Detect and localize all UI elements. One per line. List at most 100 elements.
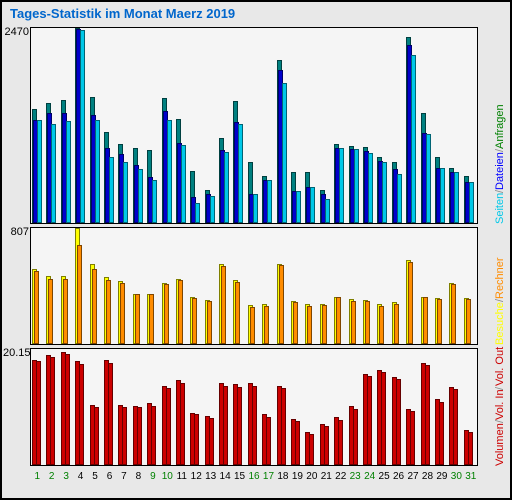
bar-seiten: [382, 162, 387, 223]
bar-volumen: [36, 361, 41, 465]
legend-mid: Besuche/Rechner: [493, 227, 507, 345]
xlabel-9: 9: [146, 471, 160, 482]
bar-volumen: [223, 386, 228, 465]
panel-mid: 807: [30, 227, 478, 345]
xlabel-21: 21: [319, 471, 333, 482]
stats-chart: Tages-Statistik im Monat Maerz 2019 2470…: [0, 0, 512, 500]
bar-seiten: [195, 203, 200, 223]
panel-top: 2470: [30, 27, 478, 224]
bar-rechner: [264, 306, 269, 344]
bar-rechner: [423, 297, 428, 344]
bar-rechner: [192, 298, 197, 344]
bar-seiten: [66, 121, 71, 223]
bar-seiten: [310, 187, 315, 223]
xlabel-16: 16: [247, 471, 261, 482]
bar-volumen: [50, 357, 55, 465]
bar-volumen: [396, 379, 401, 465]
bar-rechner: [322, 305, 327, 344]
bar-rechner: [250, 307, 255, 344]
bar-volumen: [79, 364, 84, 465]
bar-seiten: [80, 30, 85, 223]
bar-seiten: [95, 120, 100, 223]
xlabel-14: 14: [218, 471, 232, 482]
bar-volumen: [65, 354, 70, 465]
bar-seiten: [368, 153, 373, 223]
bar-rechner: [92, 269, 97, 344]
xlabel-31: 31: [464, 471, 478, 482]
bar-rechner: [394, 304, 399, 344]
bar-seiten: [123, 162, 128, 223]
bar-volumen: [180, 383, 185, 465]
bar-seiten: [210, 196, 215, 223]
bar-volumen: [453, 389, 458, 465]
xlabel-17: 17: [261, 471, 275, 482]
bar-seiten: [411, 55, 416, 223]
xlabel-26: 26: [391, 471, 405, 482]
bar-rechner: [408, 262, 413, 344]
bar-volumen: [122, 407, 127, 465]
xlabel-30: 30: [449, 471, 463, 482]
bar-rechner: [221, 266, 226, 344]
bar-volumen: [425, 365, 430, 465]
bar-rechner: [48, 279, 53, 344]
xlabel-6: 6: [102, 471, 116, 482]
xlabel-1: 1: [30, 471, 44, 482]
bar-seiten: [152, 180, 157, 223]
bar-seiten: [181, 145, 186, 223]
xlabel-22: 22: [334, 471, 348, 482]
xlabel-7: 7: [117, 471, 131, 482]
bar-seiten: [354, 149, 359, 223]
bar-rechner: [379, 306, 384, 344]
xlabel-19: 19: [290, 471, 304, 482]
bar-seiten: [296, 191, 301, 223]
bar-volumen: [252, 386, 257, 465]
bar-rechner: [106, 280, 111, 344]
xlabel-3: 3: [59, 471, 73, 482]
bar-rechner: [120, 283, 125, 344]
xlabel-23: 23: [348, 471, 362, 482]
bar-volumen: [137, 407, 142, 465]
bar-volumen: [468, 432, 473, 465]
bar-volumen: [166, 388, 171, 465]
xlabel-18: 18: [276, 471, 290, 482]
bar-seiten: [253, 194, 258, 223]
xlabel-20: 20: [305, 471, 319, 482]
bar-seiten: [224, 152, 229, 223]
bar-volumen: [194, 414, 199, 465]
bar-volumen: [281, 388, 286, 465]
xlabel-10: 10: [160, 471, 174, 482]
bar-rechner: [77, 245, 82, 344]
xlabel-8: 8: [131, 471, 145, 482]
bar-rechner: [63, 279, 68, 344]
bar-rechner: [365, 301, 370, 344]
xlabel-11: 11: [175, 471, 189, 482]
bar-seiten: [339, 148, 344, 223]
ytick-mid: 807: [3, 226, 29, 238]
bar-seiten: [469, 182, 474, 223]
bar-volumen: [295, 421, 300, 465]
bar-rechner: [149, 294, 154, 344]
bar-rechner: [293, 302, 298, 344]
bar-volumen: [209, 418, 214, 465]
bar-seiten: [282, 83, 287, 223]
bar-rechner: [437, 299, 442, 344]
legend-top: Seiten/Dateien/Anfragen: [493, 27, 507, 224]
bar-rechner: [34, 271, 39, 344]
bar-rechner: [307, 306, 312, 344]
bar-rechner: [466, 299, 471, 344]
bar-volumen: [94, 407, 99, 465]
bar-seiten: [138, 169, 143, 223]
bar-volumen: [108, 363, 113, 465]
bar-seiten: [440, 168, 445, 223]
bar-seiten: [426, 134, 431, 223]
bar-seiten: [37, 120, 42, 223]
panel-bot: 20.15: [30, 348, 478, 466]
bar-seiten: [167, 120, 172, 223]
xlabel-25: 25: [377, 471, 391, 482]
ytick-top: 2470: [3, 26, 29, 38]
bar-rechner: [451, 284, 456, 344]
xlabel-28: 28: [420, 471, 434, 482]
bar-volumen: [439, 402, 444, 465]
bar-volumen: [381, 372, 386, 465]
bar-volumen: [353, 409, 358, 465]
